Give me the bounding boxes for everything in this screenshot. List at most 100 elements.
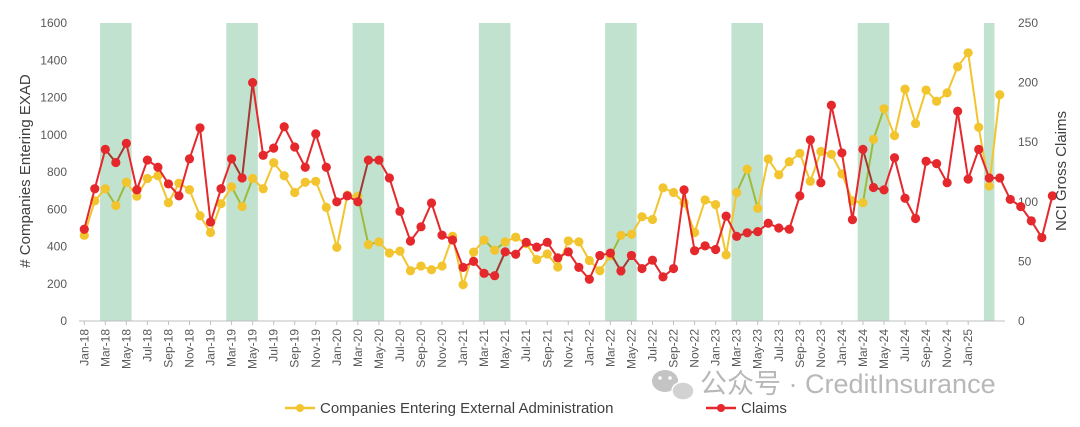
data-point <box>226 154 237 164</box>
data-point <box>258 184 268 194</box>
data-point <box>953 106 963 116</box>
data-point <box>626 250 637 261</box>
series-segment <box>683 189 696 251</box>
data-point <box>311 129 321 139</box>
data-point <box>816 178 826 188</box>
data-point <box>542 237 552 247</box>
data-point <box>858 144 868 154</box>
data-point <box>311 176 321 186</box>
data-point <box>142 173 152 184</box>
data-point <box>616 266 626 276</box>
data-point <box>889 131 900 141</box>
series-segment <box>914 161 928 219</box>
legend-label-companies: Companies Entering External Administrati… <box>320 400 613 417</box>
data-point <box>563 247 573 257</box>
data-point <box>300 177 310 187</box>
data-point <box>732 231 742 241</box>
data-point <box>216 184 226 194</box>
series-segment <box>325 166 338 203</box>
data-point <box>889 153 900 163</box>
data-point <box>458 280 468 290</box>
data-point <box>216 199 226 209</box>
data-point <box>142 155 152 165</box>
series-segment <box>125 143 138 191</box>
data-point <box>374 155 384 165</box>
data-point <box>395 246 405 256</box>
data-point <box>511 232 521 242</box>
data-point <box>195 211 205 221</box>
data-point <box>269 158 279 168</box>
series-companies <box>79 48 1005 290</box>
data-point <box>932 96 942 106</box>
data-point <box>205 217 216 227</box>
data-point <box>426 265 437 275</box>
series-segment <box>304 133 317 168</box>
left-tick-label: 800 <box>47 165 67 179</box>
right-tick-label: 250 <box>1018 16 1038 30</box>
watermark: 公众号 · CreditInsurance <box>652 369 996 401</box>
data-point <box>490 271 500 281</box>
data-point <box>932 159 942 169</box>
data-point <box>279 122 289 132</box>
data-point <box>332 242 342 253</box>
data-point <box>616 230 626 240</box>
data-point <box>637 212 647 222</box>
data-point <box>711 244 721 255</box>
data-point <box>437 230 447 240</box>
series-segment <box>199 127 212 223</box>
series-segment <box>451 239 465 268</box>
legend-marker-claims <box>717 404 725 412</box>
series-segment <box>851 149 864 220</box>
data-point <box>763 218 773 228</box>
x-tick-label: Jan-18 <box>77 329 91 366</box>
series-segment <box>693 199 707 233</box>
left-axis-ticks: 0 200 400 600 800 1000 1200 1400 1600 <box>40 16 67 328</box>
legend-label-claims: Claims <box>741 400 787 417</box>
series-segment <box>356 159 370 203</box>
data-point <box>121 177 131 187</box>
series-segment <box>788 195 801 230</box>
right-axis-title: NCI Gross Claims <box>1053 111 1070 231</box>
data-point <box>163 179 174 189</box>
data-point <box>90 184 100 194</box>
series-segment <box>725 192 738 256</box>
data-point <box>774 223 784 233</box>
x-tick-label: Mar-23 <box>730 329 744 367</box>
data-point <box>100 184 110 194</box>
right-tick-label: 0 <box>1018 314 1025 328</box>
left-tick-label: 0 <box>60 314 67 328</box>
x-tick-label: Sep-18 <box>161 329 175 368</box>
data-point <box>426 198 437 208</box>
wechat-icon <box>652 370 695 401</box>
series-segment <box>946 111 959 183</box>
left-tick-label: 1200 <box>40 91 67 105</box>
x-tick-label: Jul-24 <box>898 329 912 362</box>
data-point <box>384 173 395 183</box>
x-tick-label: Jan-23 <box>709 329 723 366</box>
data-point <box>868 182 879 193</box>
series-segment <box>251 82 265 156</box>
data-point <box>458 262 468 272</box>
series-segment <box>188 127 201 160</box>
x-tick-label: Nov-24 <box>940 329 954 368</box>
series-segment <box>399 211 412 242</box>
data-point <box>732 187 742 198</box>
data-point <box>542 249 552 259</box>
data-point <box>637 263 647 274</box>
x-tick-label: Jan-22 <box>582 329 596 366</box>
series-segment <box>893 88 907 136</box>
data-point <box>595 250 605 261</box>
data-point <box>879 185 889 195</box>
x-tick-label: Nov-22 <box>688 329 702 368</box>
data-point <box>269 143 279 153</box>
data-point <box>942 88 952 98</box>
data-point <box>626 229 637 239</box>
data-point <box>374 237 384 247</box>
x-tick-label: May-23 <box>751 329 765 369</box>
data-point <box>774 170 784 180</box>
x-tick-label: Jul-20 <box>393 329 407 362</box>
data-point <box>689 246 700 256</box>
data-point <box>658 272 668 282</box>
data-point <box>469 256 479 266</box>
x-tick-label: Mar-21 <box>477 329 491 367</box>
